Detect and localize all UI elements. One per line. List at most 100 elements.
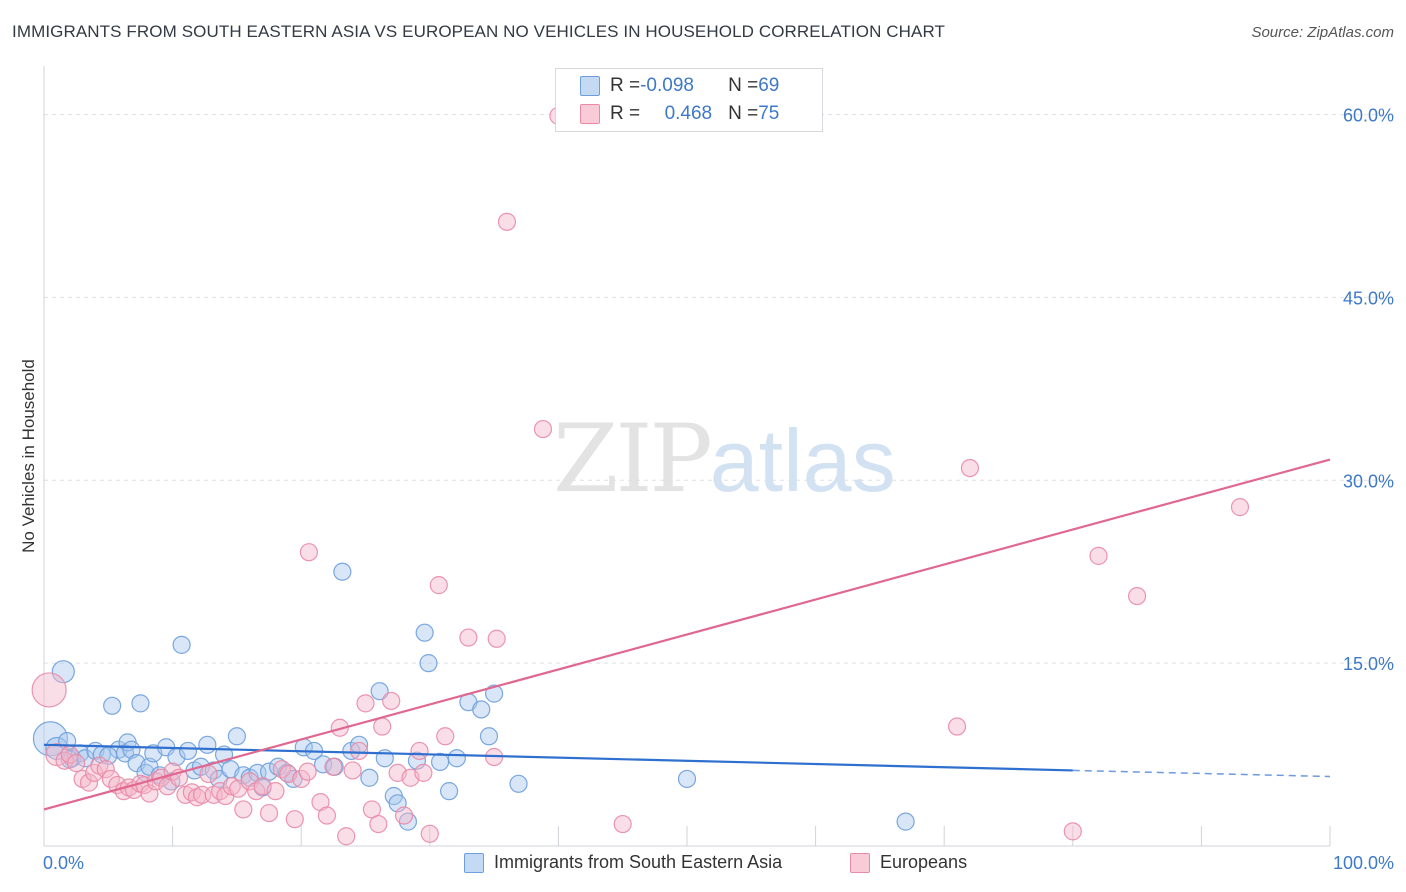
- legend-r-value: -0.098: [640, 75, 694, 96]
- data-point: [343, 761, 362, 780]
- legend-n-value: 75: [758, 103, 780, 124]
- data-point: [485, 684, 504, 703]
- data-point: [292, 769, 311, 789]
- y-tick-label: 45.0%: [1343, 288, 1394, 308]
- legend-r-value: 0.468: [664, 103, 713, 124]
- data-point: [429, 576, 448, 595]
- data-point: [947, 717, 967, 736]
- data-point: [31, 672, 67, 708]
- legend-n-value: 69: [758, 75, 780, 96]
- data-point: [410, 741, 429, 761]
- data-point: [172, 635, 191, 654]
- data-point: [1230, 498, 1250, 517]
- data-point: [131, 694, 150, 713]
- legend-row-pink: R = 0.468 N = 75: [556, 100, 779, 128]
- series-legend-pink: Europeans: [850, 852, 967, 873]
- data-point: [227, 727, 246, 746]
- data-point: [419, 654, 438, 673]
- data-point: [337, 827, 356, 846]
- data-point: [459, 628, 478, 647]
- data-point: [896, 812, 915, 831]
- x-tick-label-max: 100.0%: [1333, 853, 1394, 873]
- data-point: [51, 660, 75, 684]
- data-point: [284, 769, 303, 789]
- data-point: [356, 694, 375, 713]
- data-point: [45, 742, 69, 767]
- y-tick-label: 15.0%: [1343, 654, 1394, 674]
- series-name-blue: Immigrants from South Eastern Asia: [494, 852, 783, 872]
- series-pink-points: [31, 106, 1250, 846]
- x-ticks: [43, 826, 1331, 846]
- data-point: [234, 800, 253, 819]
- data-point: [317, 806, 337, 825]
- series-legend-blue: Immigrants from South Eastern Asia: [464, 852, 782, 873]
- legend-row-blue: R = -0.098 N = 69: [556, 72, 779, 100]
- data-point: [382, 691, 401, 711]
- data-point: [349, 741, 369, 761]
- trend-line-pink: [43, 458, 1331, 811]
- trend-lines: [43, 458, 1331, 811]
- watermark: ZIPatlas: [553, 405, 896, 514]
- data-point: [32, 721, 69, 757]
- legend-n-label: N =: [728, 103, 759, 124]
- data-point: [487, 629, 506, 648]
- source-credit: Source: ZipAtlas.com: [1251, 24, 1394, 41]
- watermark-atlas: atlas: [709, 411, 896, 510]
- data-point: [333, 562, 352, 581]
- y-axis-label: No Vehicles in Household: [19, 359, 38, 553]
- trend-line-blue: [43, 743, 1073, 772]
- data-point: [447, 749, 466, 768]
- data-point: [266, 782, 285, 801]
- data-point: [414, 763, 433, 782]
- data-point: [299, 543, 319, 562]
- data-point: [178, 741, 198, 761]
- data-point: [436, 727, 455, 746]
- data-point: [613, 814, 632, 834]
- legend-swatch-pink: [850, 852, 870, 873]
- data-point: [533, 419, 553, 439]
- legend-swatch-blue: [580, 76, 600, 96]
- data-point: [122, 740, 141, 759]
- data-point: [211, 782, 230, 801]
- legend-r-label: R =: [610, 103, 641, 124]
- chart-title: IMMIGRANTS FROM SOUTH EASTERN ASIA VS EU…: [12, 22, 946, 41]
- data-point: [430, 752, 450, 771]
- data-point: [298, 762, 317, 781]
- data-point: [324, 757, 343, 776]
- data-point: [439, 782, 459, 801]
- data-point: [479, 727, 499, 746]
- data-point: [199, 764, 218, 784]
- data-point: [369, 814, 388, 834]
- series-blue-points: [32, 562, 915, 831]
- data-point: [1127, 586, 1147, 606]
- y-tick-label: 60.0%: [1343, 106, 1394, 126]
- data-point: [509, 774, 528, 793]
- data-point: [67, 754, 86, 773]
- y-tick-label: 30.0%: [1343, 471, 1394, 491]
- data-point: [103, 696, 122, 715]
- data-point: [370, 682, 389, 701]
- data-point: [79, 773, 99, 792]
- data-point: [373, 717, 392, 736]
- watermark-zip: ZIP: [553, 405, 713, 514]
- data-point: [1089, 546, 1108, 565]
- legend-swatch-blue: [464, 852, 484, 873]
- data-point: [677, 769, 697, 789]
- data-point: [394, 806, 414, 825]
- correlation-legend: R = -0.098 N = 69 R = 0.468 N = 75: [555, 68, 823, 132]
- data-point: [1063, 822, 1082, 841]
- data-point: [96, 760, 115, 779]
- data-point: [415, 623, 434, 642]
- data-point: [360, 768, 379, 787]
- legend-r-label: R =: [610, 75, 641, 96]
- data-point: [472, 700, 491, 719]
- data-point: [285, 810, 304, 829]
- legend-swatch-pink: [580, 104, 600, 124]
- data-point: [259, 803, 279, 823]
- data-point: [960, 458, 980, 478]
- y-tick-labels: 15.0% 30.0% 45.0% 60.0%: [1343, 106, 1394, 675]
- data-point: [420, 824, 439, 843]
- series-name-pink: Europeans: [880, 852, 968, 872]
- legend-n-label: N =: [728, 75, 759, 96]
- data-point: [497, 212, 517, 231]
